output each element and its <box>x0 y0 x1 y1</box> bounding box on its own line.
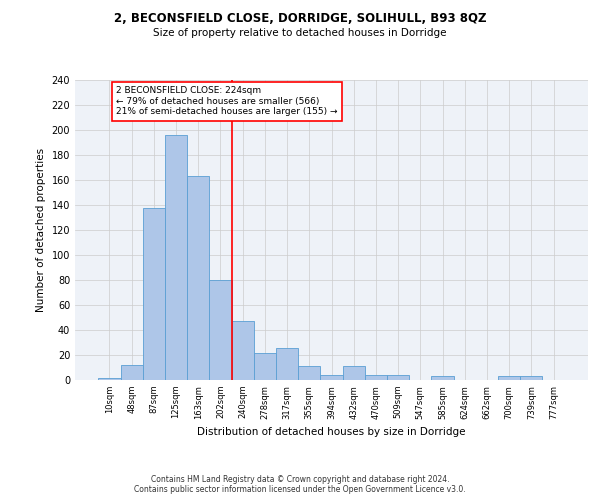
Bar <box>320 375 343 380</box>
Bar <box>387 375 409 380</box>
Bar <box>431 376 454 380</box>
Bar <box>187 176 209 380</box>
Bar <box>143 208 165 380</box>
Text: 2, BECONSFIELD CLOSE, DORRIDGE, SOLIHULL, B93 8QZ: 2, BECONSFIELD CLOSE, DORRIDGE, SOLIHULL… <box>114 12 486 26</box>
Bar <box>254 352 276 380</box>
Y-axis label: Number of detached properties: Number of detached properties <box>36 148 46 312</box>
Bar <box>165 135 187 380</box>
Bar <box>498 376 520 380</box>
Bar <box>276 348 298 380</box>
Bar <box>520 376 542 380</box>
Bar <box>98 378 121 380</box>
Bar <box>365 375 387 380</box>
X-axis label: Distribution of detached houses by size in Dorridge: Distribution of detached houses by size … <box>197 427 466 437</box>
Bar <box>298 366 320 380</box>
Bar <box>209 280 232 380</box>
Text: Size of property relative to detached houses in Dorridge: Size of property relative to detached ho… <box>153 28 447 38</box>
Bar <box>343 366 365 380</box>
Text: Contains HM Land Registry data © Crown copyright and database right 2024.
Contai: Contains HM Land Registry data © Crown c… <box>134 474 466 494</box>
Text: 2 BECONSFIELD CLOSE: 224sqm
← 79% of detached houses are smaller (566)
21% of se: 2 BECONSFIELD CLOSE: 224sqm ← 79% of det… <box>116 86 338 116</box>
Bar <box>121 365 143 380</box>
Bar <box>232 322 254 380</box>
